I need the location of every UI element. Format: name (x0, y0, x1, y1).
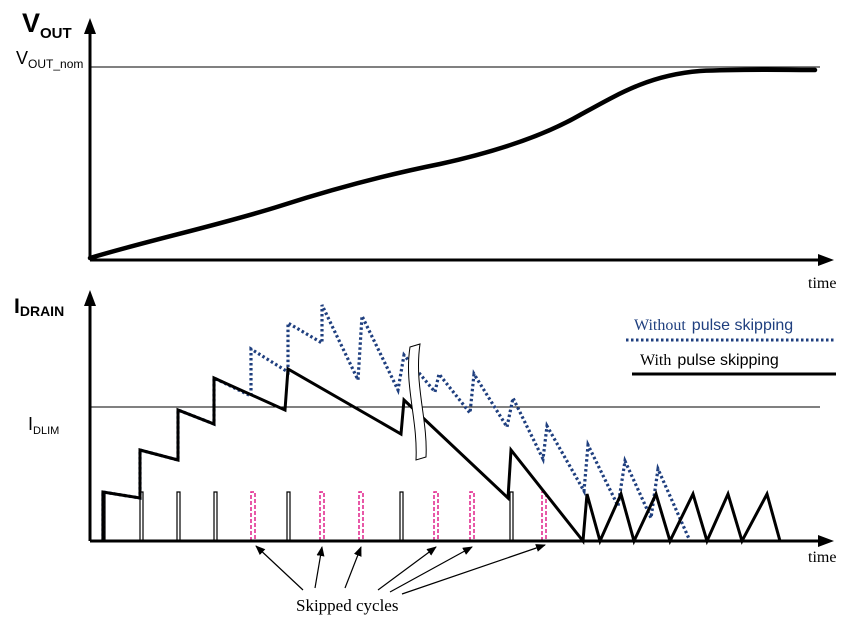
vout-curve (87, 67, 818, 261)
annotation-arrow (255, 545, 304, 591)
idrain-axis-subscript: DRAIN (20, 303, 64, 319)
gate-pulse (176, 491, 181, 541)
time-break-marker (407, 343, 427, 461)
vout-time-label: time (808, 275, 836, 292)
idrain-without-skipping-trace (101, 304, 692, 542)
vout-y-axis-arrow (84, 18, 96, 34)
idrain-panel: IDRAIN IDLIM time (14, 290, 836, 566)
vout-nom-label: VOUT_nom (16, 48, 83, 71)
legend-with-label: With pulse skipping (640, 352, 779, 369)
legend-with-suffix: pulse skipping (677, 352, 778, 369)
idlim-label: IDLIM (28, 414, 59, 437)
annotation-arrow (401, 544, 546, 595)
annotation-arrow (377, 546, 437, 591)
legend-with-prefix: With (640, 352, 671, 369)
idrain-axis-label: IDRAIN (14, 295, 64, 319)
skipped-pulse (433, 491, 439, 541)
idrain-axis-symbol: I (14, 295, 20, 318)
gate-pulse (213, 491, 218, 541)
legend-without-prefix: Without (634, 317, 686, 334)
vout-axis-label: VOUT (22, 8, 72, 42)
idrain-y-axis-arrow (84, 290, 96, 306)
gate-pulses (101, 491, 514, 541)
skipped-pulse (250, 491, 256, 541)
legend: Without pulse skipping With pulse skipping (626, 317, 836, 376)
vout-panel: VOUT VOUT_nom time (16, 8, 836, 292)
idrain-with-skipping-trace (101, 366, 782, 546)
skipped-pulse (469, 491, 475, 541)
skipped-pulse (541, 491, 547, 541)
skipped-pulse (319, 491, 325, 541)
vout-axis-subscript: OUT (40, 25, 72, 42)
legend-without-suffix: pulse skipping (692, 317, 793, 334)
legend-without-label: Without pulse skipping (634, 317, 793, 334)
vout-nom-symbol: V (16, 48, 28, 68)
annotation-arrow (389, 546, 473, 593)
annotation-arrow (344, 546, 362, 589)
gate-pulse (399, 491, 404, 541)
skipped-cycles-annotation (255, 544, 546, 595)
idlim-subscript: DLIM (33, 425, 59, 437)
gate-pulse (509, 491, 514, 541)
vout-nom-subscript: OUT_nom (28, 57, 83, 71)
vout-x-axis-arrow (818, 254, 834, 266)
skipped-pulses (250, 491, 547, 541)
gate-pulse (286, 491, 291, 541)
idrain-time-label: time (808, 549, 836, 566)
skipped-cycles-label: Skipped cycles (296, 596, 398, 615)
annotation-arrow (314, 546, 325, 589)
skipped-pulse (358, 491, 364, 541)
vout-axis-symbol: V (22, 8, 40, 38)
idrain-x-axis-arrow (818, 535, 834, 547)
idlim-symbol: I (28, 414, 33, 434)
